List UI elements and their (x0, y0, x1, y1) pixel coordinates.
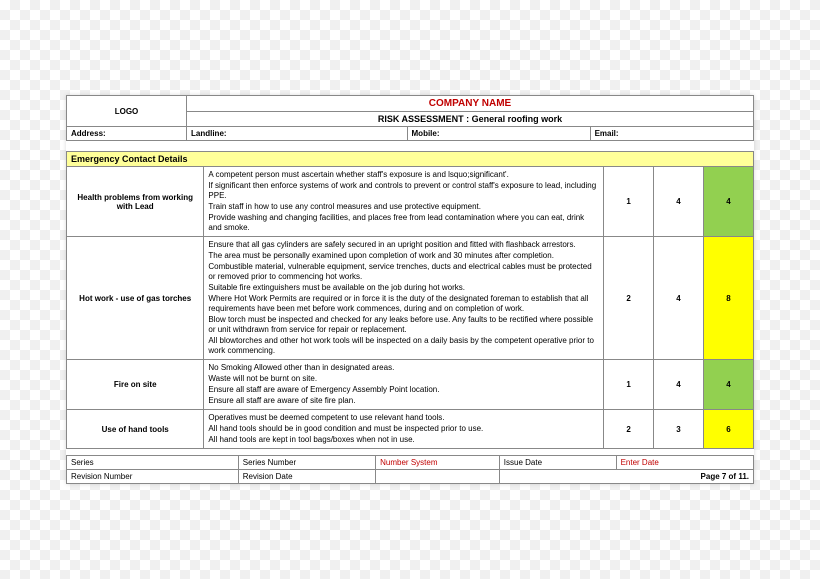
score-cell: 4 (704, 167, 754, 237)
footer-number-system: Number System (376, 456, 500, 470)
control-line: Waste will not be burnt on site. (208, 374, 599, 384)
score-cell: 6 (704, 410, 754, 449)
hazard-cell: Use of hand tools (67, 410, 204, 449)
footer-revision-date: Revision Date (238, 470, 375, 484)
score-cell: 4 (654, 167, 704, 237)
control-line: Operatives must be deemed competent to u… (208, 413, 599, 423)
address-label: Address: (67, 127, 187, 141)
mobile-label: Mobile: (407, 127, 590, 141)
score-cell: 1 (604, 360, 654, 410)
score-cell: 1 (604, 167, 654, 237)
assessment-table: Emergency Contact Details Health problem… (66, 151, 754, 449)
score-cell: 4 (654, 360, 704, 410)
controls-cell: Operatives must be deemed competent to u… (204, 410, 604, 449)
spacer (66, 141, 754, 151)
logo-cell: LOGO (67, 96, 187, 127)
landline-label: Landline: (187, 127, 408, 141)
footer-revision-number: Revision Number (67, 470, 239, 484)
control-line: All hand tools are kept in tool bags/box… (208, 435, 599, 445)
control-line: All blowtorches and other hot work tools… (208, 336, 599, 356)
footer-page: Page 7 of 11. (499, 470, 753, 484)
control-line: Train staff in how to use any control me… (208, 202, 599, 212)
control-line: Ensure all staff are aware of Emergency … (208, 385, 599, 395)
footer-series: Series (67, 456, 239, 470)
hazard-cell: Hot work - use of gas torches (67, 237, 204, 360)
control-line: Where Hot Work Permits are required or i… (208, 294, 599, 314)
score-cell: 3 (654, 410, 704, 449)
company-name: COMPANY NAME (187, 96, 754, 112)
email-label: Email: (590, 127, 753, 141)
control-line: Combustible material, vulnerable equipme… (208, 262, 599, 282)
control-line: All hand tools should be in good conditi… (208, 424, 599, 434)
controls-cell: No Smoking Allowed other than in designa… (204, 360, 604, 410)
control-line: Ensure that all gas cylinders are safely… (208, 240, 599, 250)
score-cell: 2 (604, 237, 654, 360)
footer-issue-date: Issue Date (499, 456, 616, 470)
control-line: If significant then enforce systems of w… (208, 181, 599, 201)
score-cell: 4 (654, 237, 704, 360)
score-cell: 4 (704, 360, 754, 410)
doc-subtitle: RISK ASSESSMENT : General roofing work (187, 112, 754, 127)
footer-series-number: Series Number (238, 456, 375, 470)
footer-enter-date: Enter Date (616, 456, 753, 470)
document-page: LOGO COMPANY NAME RISK ASSESSMENT : Gene… (66, 95, 754, 484)
controls-cell: Ensure that all gas cylinders are safely… (204, 237, 604, 360)
hazard-cell: Fire on site (67, 360, 204, 410)
control-line: Ensure all staff are aware of site fire … (208, 396, 599, 406)
hazard-cell: Health problems from working with Lead (67, 167, 204, 237)
footer-table: Series Series Number Number System Issue… (66, 455, 754, 484)
controls-cell: A competent person must ascertain whethe… (204, 167, 604, 237)
score-cell: 2 (604, 410, 654, 449)
control-line: Blow torch must be inspected and checked… (208, 315, 599, 335)
header-table: LOGO COMPANY NAME RISK ASSESSMENT : Gene… (66, 95, 754, 141)
score-cell: 8 (704, 237, 754, 360)
control-line: Provide washing and changing facilities,… (208, 213, 599, 233)
control-line: No Smoking Allowed other than in designa… (208, 363, 599, 373)
section-header: Emergency Contact Details (67, 152, 754, 167)
control-line: A competent person must ascertain whethe… (208, 170, 599, 180)
control-line: The area must be personally examined upo… (208, 251, 599, 261)
control-line: Suitable fire extinguishers must be avai… (208, 283, 599, 293)
